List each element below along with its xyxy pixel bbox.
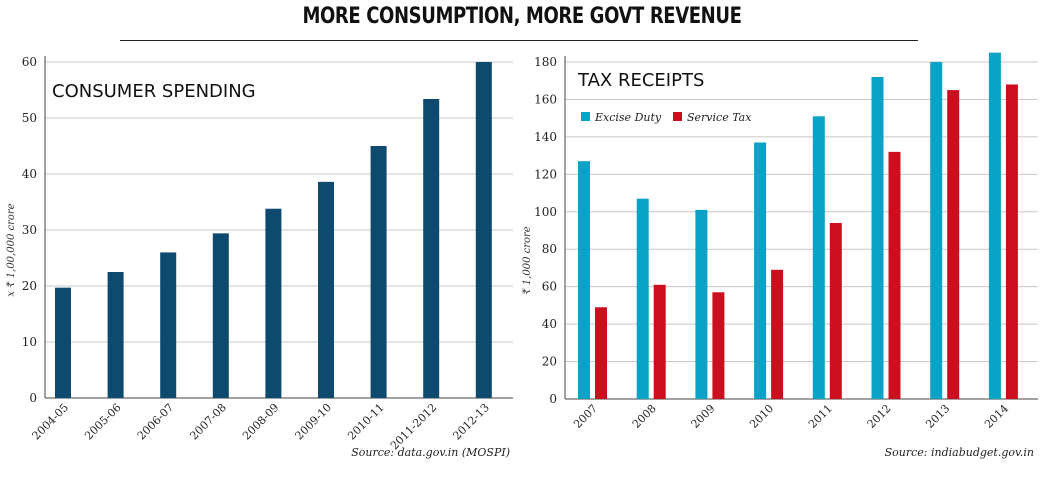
right-xtick-0: 2007	[571, 402, 600, 431]
left-xtick-2: 2006-07	[135, 401, 177, 443]
legend-label-excise: Excise Duty	[594, 111, 662, 124]
excise-bar-4	[812, 116, 825, 400]
right-xtick-2: 2009	[689, 402, 718, 431]
excise-bar-1	[636, 198, 649, 399]
left-ytick-0: 0	[29, 391, 37, 405]
right-ytick-7: 140	[534, 130, 557, 144]
left-chart-title: CONSUMER SPENDING	[52, 81, 256, 102]
left-source: Source: data.gov.in (MOSPI)	[351, 446, 510, 459]
right-ytick-3: 60	[542, 280, 557, 294]
service-bar-7	[1005, 84, 1018, 399]
right-ytick-8: 160	[534, 92, 557, 106]
service-bar-1	[653, 284, 666, 399]
right-xtick-3: 2010	[747, 402, 776, 431]
right-source: Source: indiabudget.gov.in	[885, 446, 1034, 459]
left-ytick-6: 60	[22, 55, 37, 69]
left-ytick-2: 20	[22, 279, 37, 293]
right-ytick-0: 0	[549, 392, 557, 406]
consumer-bar-5	[318, 181, 334, 398]
left-xtick-5: 2009-10	[293, 401, 335, 443]
right-ytick-4: 80	[542, 242, 557, 256]
excise-bar-5	[871, 76, 884, 399]
consumer-bar-7	[423, 98, 440, 399]
left-ytick-5: 50	[22, 111, 37, 125]
legend-swatch-excise	[581, 112, 590, 121]
service-bar-4	[829, 223, 842, 399]
excise-bar-6	[930, 62, 943, 399]
right-ytick-1: 20	[542, 355, 557, 369]
consumer-bar-4	[265, 208, 282, 398]
left-xtick-3: 2007-08	[187, 401, 229, 443]
right-chart-title: TAX RECEIPTS	[577, 70, 704, 91]
left-xtick-0: 2004-05	[30, 401, 72, 443]
excise-bar-0	[578, 161, 590, 399]
excise-bar-2	[695, 209, 708, 399]
title-rule	[120, 40, 918, 41]
right-ytick-6: 120	[534, 167, 557, 181]
left-xtick-4: 2008-09	[240, 401, 282, 443]
service-bar-2	[712, 292, 725, 399]
left-xtick-8: 2012-13	[450, 401, 492, 443]
left-y-axis-label: x ₹ 1,00,000 crore	[6, 203, 17, 296]
right-ytick-5: 100	[534, 205, 557, 219]
left-xtick-7: 2011-2012	[388, 401, 439, 452]
consumer-bar-2	[160, 252, 177, 398]
excise-bar-7	[988, 52, 1001, 400]
left-ytick-4: 40	[22, 167, 37, 181]
right-xtick-4: 2011	[806, 402, 835, 431]
service-bar-3	[771, 269, 784, 399]
service-bar-5	[888, 151, 901, 399]
consumer-bar-1	[107, 272, 124, 398]
legend-label-service: Service Tax	[687, 111, 752, 124]
legend-swatch-service	[673, 112, 682, 121]
right-ytick-9: 180	[534, 55, 557, 69]
right-ytick-2: 40	[542, 317, 557, 331]
right-xtick-6: 2013	[923, 402, 952, 431]
left-xtick-1: 2005-06	[82, 401, 124, 443]
left-xtick-6: 2010-11	[345, 401, 387, 443]
service-bar-0	[595, 307, 607, 399]
consumer-bar-0	[55, 287, 71, 398]
left-ytick-1: 10	[22, 335, 37, 349]
right-xtick-7: 2014	[982, 402, 1011, 431]
left-ytick-3: 30	[22, 223, 37, 237]
right-xtick-1: 2008	[630, 402, 659, 431]
consumer-bar-6	[370, 146, 387, 398]
right-xtick-5: 2012	[865, 402, 894, 431]
right-y-axis-label: ₹ 1,000 crore	[522, 226, 533, 295]
main-title: MORE CONSUMPTION, MORE GOVT REVENUE	[302, 4, 742, 29]
consumer-bar-8	[475, 62, 492, 398]
excise-bar-3	[754, 142, 767, 399]
service-bar-6	[947, 90, 960, 399]
consumer-bar-3	[212, 233, 229, 398]
